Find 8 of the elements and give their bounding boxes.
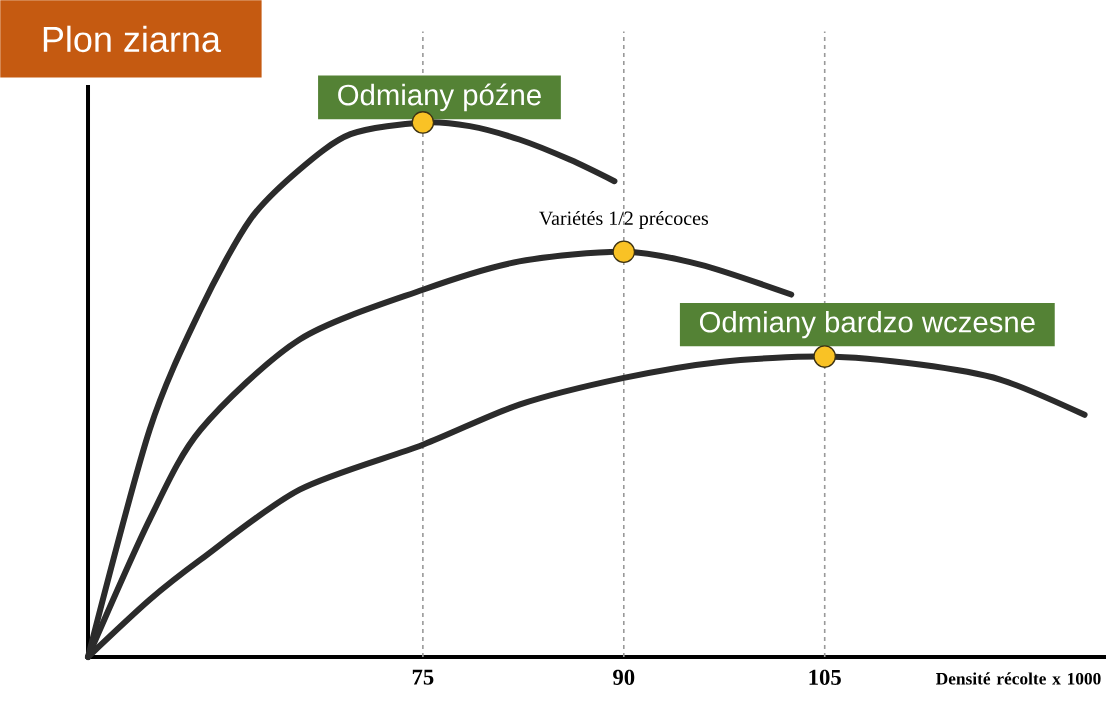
x-axis-title: Densité récolte x 1000: [936, 672, 1101, 685]
series-label: Odmiany późne: [338, 83, 541, 112]
series-label: Odmiany bardzo wczesne: [699, 310, 1035, 339]
x-tick-label: 75: [412, 669, 434, 685]
chart-title: Plon ziarna: [43, 25, 221, 53]
x-tick-label: 105: [809, 669, 841, 685]
series-label: Variétés 1/2 précoces: [539, 210, 709, 230]
x-tick-label: 90: [613, 669, 635, 685]
